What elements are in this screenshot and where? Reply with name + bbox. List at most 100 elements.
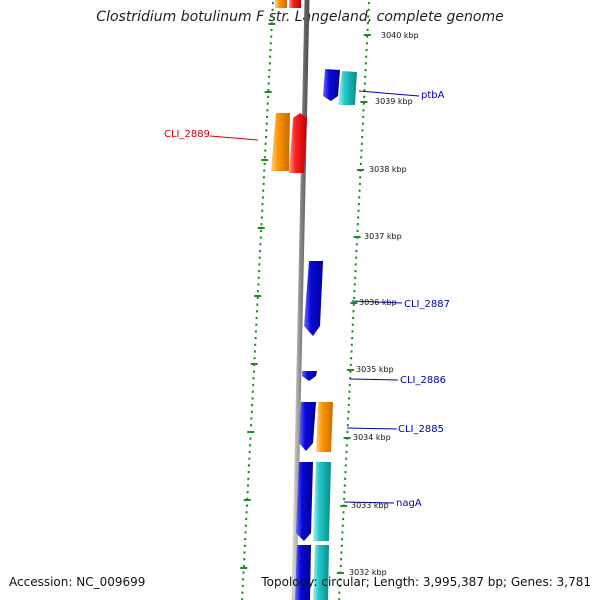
tick-dot bbox=[363, 95, 366, 98]
tick-dot bbox=[245, 504, 248, 507]
tick-dot bbox=[253, 350, 256, 353]
reverse-cds-block-lower[interactable] bbox=[295, 545, 311, 600]
tick-dot bbox=[248, 457, 251, 460]
leader-line-cli-2886 bbox=[349, 378, 399, 381]
tick-dot bbox=[263, 156, 266, 159]
tick-dot bbox=[260, 223, 263, 226]
tick-dot bbox=[342, 517, 345, 521]
gene-label-cli-2889[interactable]: CLI_2889 bbox=[164, 129, 210, 140]
tick-dot bbox=[347, 404, 350, 407]
tick-dot bbox=[359, 162, 362, 165]
gene-naga-cds[interactable] bbox=[296, 462, 313, 541]
tick-major bbox=[247, 431, 255, 433]
tick-dot bbox=[353, 283, 356, 286]
genome-backbone bbox=[291, 0, 310, 600]
tick-dot bbox=[262, 182, 265, 186]
tick-dot bbox=[358, 196, 361, 199]
gene-cli-2887-cds[interactable] bbox=[304, 261, 323, 336]
gene-label-cli-2885[interactable]: CLI_2885 bbox=[398, 424, 444, 435]
reverse-gene-block-lower[interactable] bbox=[313, 545, 329, 600]
tick-dot bbox=[255, 316, 258, 320]
scale-label-3039: 3039 kbp bbox=[375, 97, 413, 106]
scale-label-3032: 3032 kbp bbox=[349, 568, 387, 577]
tick-dot bbox=[364, 69, 367, 72]
tick-major bbox=[250, 363, 258, 365]
tick-dot bbox=[340, 544, 343, 547]
tick-dot bbox=[256, 296, 259, 299]
tick-dot bbox=[247, 477, 250, 480]
tick-dot bbox=[359, 176, 362, 179]
gene-label-ptba[interactable]: ptbA bbox=[421, 90, 445, 101]
tick-dot bbox=[266, 109, 269, 112]
gene-cli-2885-gene[interactable] bbox=[316, 402, 333, 452]
tick-dot bbox=[257, 276, 260, 279]
tick-dot bbox=[343, 484, 346, 487]
leader-line-cli-2885 bbox=[346, 427, 398, 430]
tick-dot bbox=[269, 55, 272, 58]
scale-label-3037: 3037 kbp bbox=[364, 232, 402, 241]
tick-dot bbox=[364, 62, 367, 65]
tick-dot bbox=[255, 323, 258, 326]
tick-dot bbox=[338, 591, 341, 594]
tick-major bbox=[353, 236, 361, 238]
tick-dot bbox=[355, 256, 358, 259]
tick-dot bbox=[349, 377, 352, 380]
tick-dot bbox=[247, 484, 249, 487]
tick-major bbox=[268, 23, 276, 25]
tick-dot bbox=[350, 357, 353, 360]
tick-dot bbox=[349, 370, 352, 373]
tick-dot bbox=[261, 203, 264, 206]
tick-major bbox=[350, 302, 358, 304]
gene-naga-gene[interactable] bbox=[313, 462, 331, 541]
tick-dot bbox=[343, 491, 346, 494]
forward-cds-block[interactable] bbox=[289, 0, 301, 8]
tick-dot bbox=[357, 216, 360, 219]
tick-dot bbox=[270, 35, 273, 38]
gene-cli-2889-gene[interactable] bbox=[271, 113, 290, 171]
tick-dot bbox=[252, 383, 255, 387]
tick-dot bbox=[245, 517, 248, 521]
forward-gene-block[interactable] bbox=[275, 0, 287, 8]
tick-dot bbox=[244, 538, 247, 541]
tick-dot bbox=[267, 82, 270, 85]
tick-dot bbox=[249, 444, 251, 447]
gene-ptba-gene[interactable] bbox=[338, 71, 357, 105]
tick-dot bbox=[348, 397, 351, 400]
tick-dot bbox=[243, 551, 246, 554]
gene-label-cli-2887[interactable]: CLI_2887 bbox=[404, 299, 450, 310]
scale-label-3034: 3034 kbp bbox=[353, 433, 391, 442]
tick-major bbox=[264, 91, 272, 93]
gene-cli-2886-cds[interactable] bbox=[302, 371, 317, 381]
tick-dot bbox=[251, 390, 254, 393]
tick-dot bbox=[343, 497, 346, 500]
tick-major bbox=[347, 369, 354, 371]
scale-label-3033: 3033 kbp bbox=[351, 501, 389, 510]
tick-dot bbox=[248, 464, 250, 467]
gene-cli-2889-cds[interactable] bbox=[289, 113, 307, 173]
tick-dot bbox=[254, 337, 257, 340]
gene-cli-2885-cds[interactable] bbox=[299, 402, 316, 451]
tick-dot bbox=[346, 424, 349, 427]
tick-dot bbox=[344, 477, 347, 480]
tick-dot bbox=[257, 283, 260, 286]
gene-label-cli-2886[interactable]: CLI_2886 bbox=[400, 375, 446, 386]
tick-dot bbox=[344, 464, 347, 467]
tick-dot bbox=[356, 229, 359, 232]
gene-ptba-cds[interactable] bbox=[323, 69, 340, 101]
tick-dot bbox=[365, 48, 368, 52]
gene-label-naga[interactable]: nagA bbox=[396, 498, 422, 509]
accession-text: Accession: NC_009699 bbox=[9, 575, 146, 589]
tick-dot bbox=[348, 383, 351, 387]
tick-dot bbox=[341, 531, 344, 534]
tick-dot bbox=[347, 410, 350, 413]
tick-dot bbox=[365, 55, 368, 58]
tick-dot bbox=[340, 558, 343, 561]
tick-dot bbox=[264, 149, 267, 152]
leader-line-cli-2889 bbox=[209, 135, 259, 141]
tick-dot bbox=[339, 564, 342, 567]
tick-dot bbox=[356, 223, 359, 226]
tick-dot bbox=[366, 28, 369, 31]
tick-dot bbox=[346, 430, 349, 433]
tick-dot bbox=[267, 89, 270, 92]
